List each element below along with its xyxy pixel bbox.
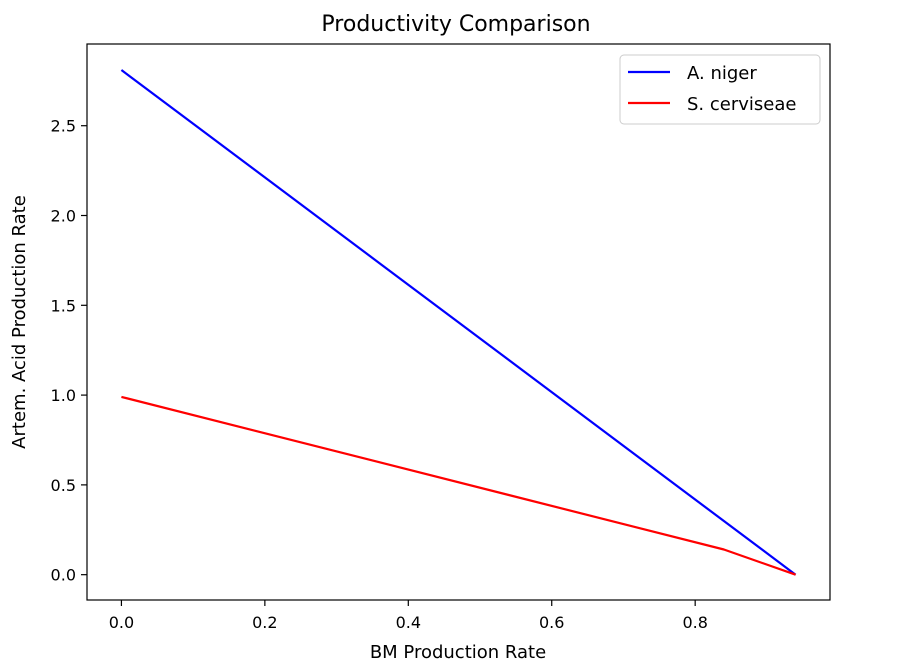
x-tick-label: 0.0 <box>109 613 134 632</box>
y-tick-label: 1.5 <box>51 296 76 315</box>
series-line-s-cerviseae <box>121 395 796 576</box>
x-axis-ticks: 0.0 0.2 0.4 0.6 0.8 <box>109 600 708 632</box>
legend-label-a-niger: A. niger <box>687 63 757 84</box>
y-tick-label: 0.0 <box>51 566 76 585</box>
series-layer <box>120 69 797 576</box>
y-tick-label: 0.5 <box>51 476 76 495</box>
y-axis-ticks: 0.0 0.5 1.0 1.5 2.0 2.5 <box>51 117 87 585</box>
legend: A. niger S. cerviseae <box>619 54 821 125</box>
x-tick-label: 0.2 <box>252 613 277 632</box>
x-tick-label: 0.6 <box>539 613 564 632</box>
plot-area <box>86 43 831 601</box>
y-tick-label: 2.5 <box>51 117 76 136</box>
y-axis-label: Artem. Acid Production Rate <box>9 195 30 449</box>
legend-label-s-cerviseae: S. cerviseae <box>687 94 796 115</box>
x-axis-label: BM Production Rate <box>370 642 546 663</box>
y-tick-label: 1.0 <box>51 386 76 405</box>
y-tick-label: 2.0 <box>51 207 76 226</box>
series-line-a-niger <box>120 69 797 576</box>
chart-title: Productivity Comparison <box>321 12 590 37</box>
plot-frame <box>86 43 831 601</box>
x-tick-label: 0.4 <box>396 613 421 632</box>
x-tick-label: 0.8 <box>682 613 707 632</box>
